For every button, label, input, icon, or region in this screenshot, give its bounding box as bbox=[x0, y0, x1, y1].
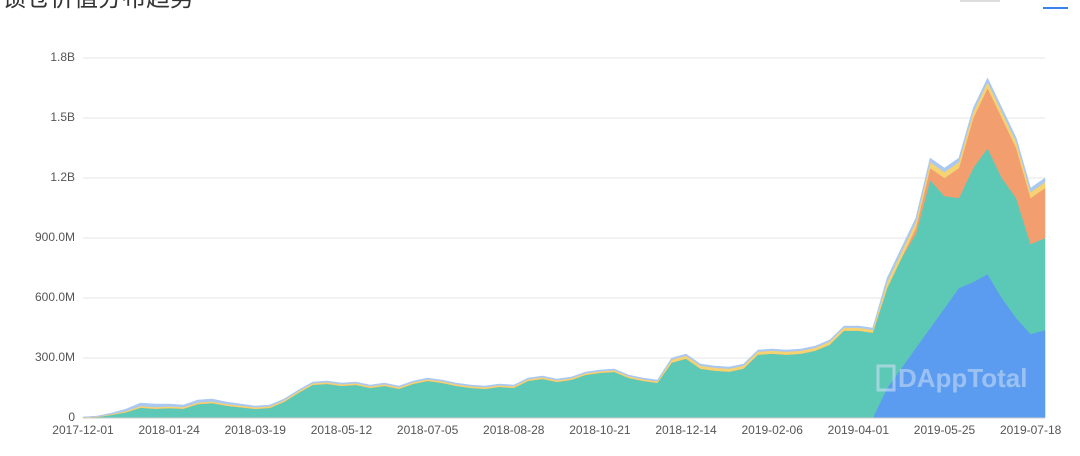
x-tick-label: 2017-12-01 bbox=[52, 423, 114, 437]
x-tick-label: 2018-03-19 bbox=[225, 423, 287, 437]
y-tick-label: 300.0M bbox=[35, 350, 75, 364]
x-tick-label: 2018-08-28 bbox=[483, 423, 545, 437]
x-tick-label: 2018-07-05 bbox=[397, 423, 459, 437]
x-tick-label: 2019-07-18 bbox=[1000, 423, 1062, 437]
x-tick-label: 2019-04-01 bbox=[828, 423, 890, 437]
x-axis: 2017-12-01 2018-01-24 2018-03-19 2018-05-12… bbox=[52, 417, 1062, 437]
y-tick-label: 1.2B bbox=[50, 170, 75, 184]
watermark: DAppTotal bbox=[898, 363, 1028, 393]
x-tick-label: 2019-05-25 bbox=[914, 423, 976, 437]
y-tick-label: 1.5B bbox=[50, 110, 75, 124]
x-tick-label: 2019-02-06 bbox=[741, 423, 803, 437]
y-tick-label: 0 bbox=[68, 410, 75, 424]
chart-title: 锁仓价值分布趋势 bbox=[2, 0, 194, 12]
x-tick-label: 2018-01-24 bbox=[138, 423, 200, 437]
y-tick-label: 1.8B bbox=[50, 50, 75, 64]
x-tick-label: 2018-05-12 bbox=[311, 423, 373, 437]
watermark-icon bbox=[876, 364, 896, 392]
x-tick-label: 2018-12-14 bbox=[655, 423, 717, 437]
y-tick-label: 600.0M bbox=[35, 290, 75, 304]
area bbox=[82, 77, 1046, 418]
y-tick-label: 900.0M bbox=[35, 230, 75, 244]
x-tick-label: 2018-10-21 bbox=[569, 423, 631, 437]
